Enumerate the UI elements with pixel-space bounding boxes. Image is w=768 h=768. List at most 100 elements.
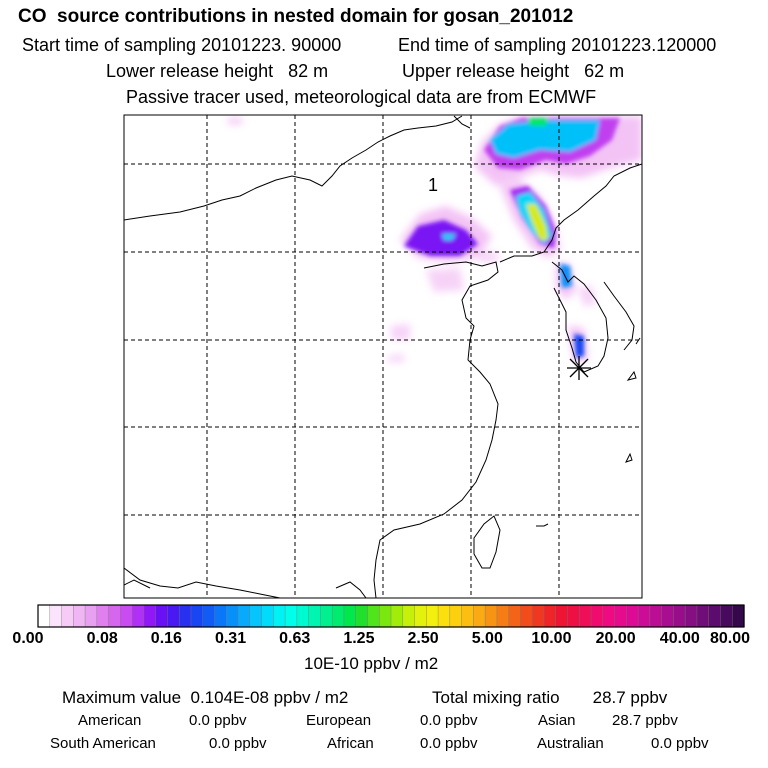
colorbar-cell (732, 605, 745, 627)
colorbar-cell (202, 605, 216, 627)
region-name: South American (50, 735, 156, 752)
colorbar-cell (179, 605, 192, 627)
colorbar-tick-label: 80.00 (709, 630, 751, 647)
colorbar-cell (226, 605, 239, 627)
colorbar-cell (508, 605, 522, 627)
region-value: 0.0 ppbv (420, 712, 478, 729)
region-name: European (306, 712, 372, 729)
colorbar-cell (720, 605, 733, 627)
colorbar-cell (638, 605, 651, 627)
colorbar-cell (402, 605, 416, 627)
region-name: Asian (538, 712, 576, 729)
colorbar-cell (273, 605, 286, 627)
colorbar-cell (602, 605, 616, 627)
colorbar-cell (426, 605, 439, 627)
colorbar-tick-label: 0.63 (279, 630, 311, 647)
colorbar-tick-label: 2.50 (407, 630, 439, 647)
colorbar-tick-label: 10.00 (531, 630, 572, 647)
colorbar-cell (449, 605, 463, 627)
colorbar-cell (591, 605, 604, 627)
receptor-asterisk-icon (567, 356, 591, 380)
colorbar-cell (661, 605, 674, 627)
colorbar-cell (685, 605, 698, 627)
region-value: 28.7 ppbv (612, 712, 678, 729)
map-gridlines (124, 115, 642, 598)
region-name: American (78, 712, 142, 729)
start-time: Start time of sampling 20101223. 90000 (22, 35, 342, 55)
figure-title: CO source contributions in nested domain… (18, 6, 574, 27)
colorbar-cells (38, 605, 745, 627)
colorbar-cell (108, 605, 121, 627)
colorbar-cell (190, 605, 204, 627)
colorbar-unit: 10E-10 ppbv / m2 (304, 654, 439, 673)
maximum-value: Maximum value 0.104E-08 ppbv / m2 (62, 688, 349, 707)
region-value: 0.0 ppbv (420, 735, 478, 752)
lower-release-height: Lower release height 82 m (106, 61, 329, 81)
colorbar-cell (249, 605, 263, 627)
map-marker-label: 1 (428, 175, 438, 195)
colorbar-cell (296, 605, 310, 627)
colorbar-cell (308, 605, 321, 627)
colorbar-cell (285, 605, 298, 627)
colorbar-cell (649, 605, 663, 627)
colorbar-tick-label: 40.00 (659, 630, 700, 647)
colorbar-cell (320, 605, 333, 627)
colorbar-tick-label: 0.08 (86, 630, 118, 647)
colorbar-cell (626, 605, 639, 627)
colorbar-cell (567, 605, 580, 627)
region-value: 0.0 ppbv (651, 735, 709, 752)
upper-release-height: Upper release height 62 m (402, 61, 625, 81)
colorbar-cell (673, 605, 686, 627)
colorbar-cell (532, 605, 545, 627)
colorbar-cell (214, 605, 227, 627)
colorbar-cell (543, 605, 557, 627)
region-name: Australian (537, 735, 604, 752)
colorbar-tick-label: 20.00 (595, 630, 636, 647)
colorbar-cell (379, 605, 392, 627)
colorbar-cell (167, 605, 180, 627)
colorbar-cell (555, 605, 569, 627)
end-time: End time of sampling 20101223.120000 (398, 35, 717, 55)
colorbar-cell (143, 605, 157, 627)
colorbar-tick-label: 0.00 (12, 630, 44, 647)
colorbar-tick-label: 5.00 (471, 630, 503, 647)
colorbar-cell (496, 605, 510, 627)
colorbar-dividers (49, 605, 733, 627)
colorbar-cell (708, 605, 722, 627)
region-value: 0.0 ppbv (209, 735, 267, 752)
colorbar-cell (579, 605, 592, 627)
colorbar-cell (414, 605, 427, 627)
colorbar-cell (120, 605, 133, 627)
colorbar-cell (85, 605, 98, 627)
colorbar-cell (391, 605, 404, 627)
colorbar-cell (96, 605, 110, 627)
colorbar-cell (155, 605, 169, 627)
tracer-note: Passive tracer used, meteorological data… (126, 87, 597, 107)
region-value: 0.0 ppbv (189, 712, 247, 729)
concentration-plume (228, 116, 642, 362)
colorbar-frame (37, 604, 745, 628)
colorbar-cell (38, 605, 51, 627)
colorbar-cell (473, 605, 486, 627)
colorbar-cell (49, 605, 63, 627)
colorbar-cell (696, 605, 710, 627)
colorbar-cell (438, 605, 451, 627)
colorbar-cell (461, 605, 474, 627)
colorbar-cell (614, 605, 627, 627)
colorbar-cell (332, 605, 345, 627)
coastlines (124, 115, 642, 598)
map-frame (123, 114, 643, 599)
region-name: African (327, 735, 374, 752)
colorbar-cell (520, 605, 533, 627)
total-mixing-ratio: Total mixing ratio 28.7 ppbv (432, 688, 668, 707)
colorbar-tick-label: 0.16 (150, 630, 182, 647)
colorbar-cell (367, 605, 380, 627)
colorbar-tick-label: 0.31 (214, 630, 247, 647)
colorbar-cell (355, 605, 369, 627)
colorbar-cell (73, 605, 86, 627)
colorbar-cell (261, 605, 274, 627)
colorbar-cell (238, 605, 251, 627)
colorbar-cell (485, 605, 498, 627)
